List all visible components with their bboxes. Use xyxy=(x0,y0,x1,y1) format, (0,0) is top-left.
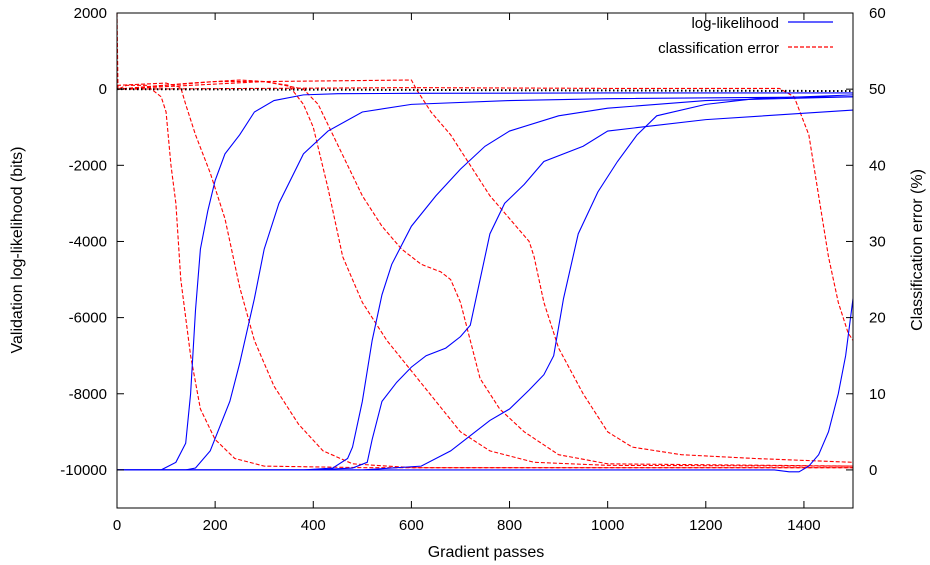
classification-error-runs xyxy=(116,12,854,469)
log-likelihood-run-6 xyxy=(117,298,854,473)
x-tick-label: 0 xyxy=(113,517,121,534)
right-tick-label: 50 xyxy=(869,81,886,98)
left-tick-label: -4000 xyxy=(69,233,107,250)
classification-error-run-5 xyxy=(116,79,854,463)
classification-error-run-2 xyxy=(116,82,853,469)
right-axis-label: Classification error (%) xyxy=(909,169,926,331)
classification-error-run-3 xyxy=(116,79,854,467)
left-tick-label: 2000 xyxy=(74,5,107,22)
reference-line-group xyxy=(116,88,854,93)
log-likelihood-run-5 xyxy=(117,94,854,471)
log-likelihood-run-2 xyxy=(117,96,854,471)
right-tick-label: 10 xyxy=(869,386,886,403)
legend-label-error: classification error xyxy=(658,40,779,57)
left-tick-label: -8000 xyxy=(69,386,107,403)
right-tick-label: 40 xyxy=(869,157,886,174)
log-likelihood-runs xyxy=(117,92,854,473)
classification-error-run-4 xyxy=(116,80,854,467)
x-tick-label: 1000 xyxy=(591,517,624,534)
x-axis-label: Gradient passes xyxy=(428,544,545,561)
legend: log-likelihood classification error xyxy=(658,15,833,57)
legend-label-loglik: log-likelihood xyxy=(691,15,779,32)
right-tick-label: 60 xyxy=(869,5,886,22)
x-tick-label: 200 xyxy=(203,517,228,534)
x-tick-label: 800 xyxy=(497,517,522,534)
reference-line xyxy=(116,88,854,93)
left-axis-label: Validation log-likelihood (bits) xyxy=(9,147,26,354)
plot-frame xyxy=(116,12,854,509)
x-tick-label: 1400 xyxy=(787,517,820,534)
classification-error-run-6 xyxy=(116,87,854,341)
x-tick-label: 1200 xyxy=(689,517,722,534)
right-tick-label: 30 xyxy=(869,233,886,250)
right-axis-ticks: 60 50 40 30 20 10 0 xyxy=(846,5,886,479)
right-tick-label: 20 xyxy=(869,310,886,327)
classification-error-run-1 xyxy=(116,12,853,469)
left-tick-label: 0 xyxy=(99,81,107,98)
right-tick-label: 0 xyxy=(869,462,877,479)
left-axis-ticks: 2000 0 -2000 -4000 -6000 -8000 -10000 xyxy=(60,5,124,479)
log-likelihood-run-3 xyxy=(117,96,854,471)
log-likelihood-run-4 xyxy=(117,109,854,471)
log-likelihood-run-1 xyxy=(117,92,853,471)
left-tick-label: -10000 xyxy=(60,462,107,479)
x-tick-label: 600 xyxy=(399,517,424,534)
x-axis-ticks: 0 200 400 600 800 1000 1200 1400 xyxy=(113,13,821,534)
x-tick-label: 400 xyxy=(301,517,326,534)
left-tick-label: -2000 xyxy=(69,157,107,174)
left-tick-label: -6000 xyxy=(69,310,107,327)
